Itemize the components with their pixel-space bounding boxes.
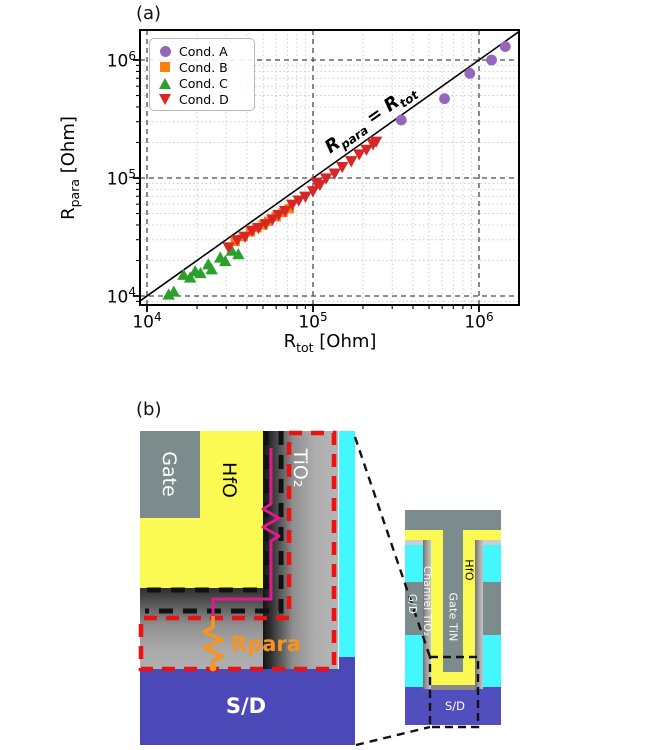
gate-label: Gate	[158, 451, 180, 497]
inset-channel-bottom	[431, 685, 475, 690]
inset-gd-right	[483, 582, 501, 635]
legend-label: Cond. D	[179, 91, 229, 107]
y-tick-label-1e4: 104	[106, 285, 136, 308]
inset-channel-tio2-label: Channel TiO₂	[421, 565, 433, 637]
inset-sd-label: S/D	[444, 699, 466, 713]
sd-label: S/D	[225, 694, 267, 718]
inset-gate-tin-label: Gate TiN	[446, 592, 460, 642]
cond-d-triangle-down-marker-icon	[158, 93, 172, 105]
inset-hfo-band-right	[463, 530, 501, 540]
tio2-region-bottom	[140, 588, 263, 669]
inset-hfo-bottom	[431, 672, 475, 685]
inset-hfo-arm-left	[431, 540, 443, 685]
rpara-label: Rpara	[231, 632, 301, 656]
panel-a-label: (a)	[136, 3, 162, 24]
inset-channel-tio2-right	[475, 540, 483, 689]
inset-spacer-left-lower	[405, 635, 423, 687]
legend-label: Cond. C	[179, 75, 228, 91]
legend-item-cond-c: Cond. C	[158, 75, 254, 91]
inset-hfo-arm-right	[463, 540, 475, 685]
inset-hfo-band-left	[405, 530, 443, 540]
legend-item-cond-a: Cond. A	[158, 43, 254, 59]
inset-liner-right	[483, 540, 501, 545]
cond-c-triangle-up-marker-icon	[158, 77, 172, 89]
x-tick-label-1e6: 106	[464, 310, 494, 333]
sd-region	[140, 669, 355, 745]
x-tick-label-1e5: 105	[298, 310, 328, 333]
cond-b-square-marker-icon	[158, 62, 172, 72]
x-axis-label: Rtot [Ohm]	[283, 331, 377, 355]
tio2-label: TiO₂	[289, 448, 311, 488]
legend-label: Cond. B	[179, 59, 228, 75]
inset-hfo-label: HfO	[462, 559, 476, 581]
y-tick-label-1e5: 105	[106, 167, 136, 190]
inset-spacer-right-upper	[483, 545, 501, 582]
legend-item-cond-d: Cond. D	[158, 91, 254, 107]
inset-spacer-right-lower	[483, 635, 501, 687]
identity-line-annotation: Rpara = Rtot	[320, 87, 422, 158]
cond-a-circle-marker-icon	[158, 45, 172, 57]
y-tick-label-1e6: 106	[106, 49, 136, 72]
legend-label: Cond. A	[179, 43, 228, 59]
inset-gate-tin-column	[443, 510, 463, 672]
hfo-label: HfO	[218, 462, 240, 498]
legend: Cond. A Cond. B Cond. C Cond. D	[149, 38, 255, 111]
legend-item-cond-b: Cond. B	[158, 59, 254, 75]
x-tick-label-1e4: 104	[132, 310, 162, 333]
zoom-connector-line-bottom	[355, 725, 431, 747]
panel-b-label: (b)	[136, 399, 162, 420]
y-axis-label: Rpara [Ohm]	[58, 116, 82, 220]
inset-gd-label: G/D	[406, 593, 418, 615]
spacer-region	[339, 431, 355, 657]
